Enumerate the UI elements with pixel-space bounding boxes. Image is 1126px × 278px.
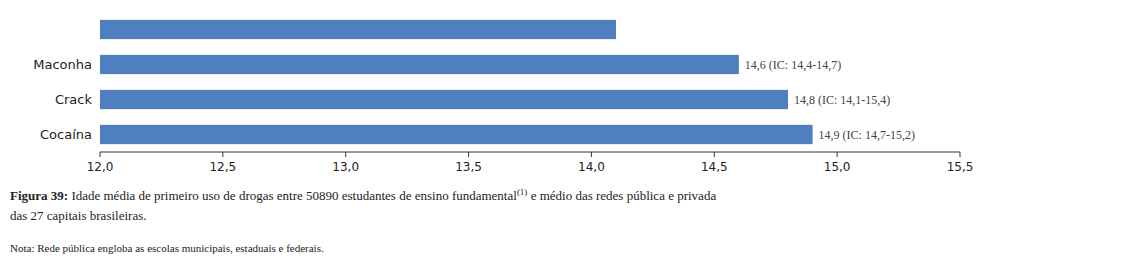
caption-part: Idade média de primeiro uso de drogas en… <box>68 188 517 203</box>
bars <box>100 20 813 144</box>
x-tick <box>714 152 715 157</box>
caption: Figura 39: Idade média de primeiro uso d… <box>10 187 716 203</box>
x-tick-label: 12,0 <box>87 160 114 174</box>
data-labels: 14,9 (IC: 14,7-15,2) 14,8 (IC: 14,1-15,4)… <box>745 58 915 142</box>
bar <box>100 125 813 144</box>
x-tick-label: 14,5 <box>701 160 728 174</box>
data-label: 14,8 (IC: 14,1-15,4) <box>794 93 890 107</box>
x-tick-label: 15,5 <box>947 160 974 174</box>
x-tick <box>837 152 838 157</box>
x-tick-label: 13,0 <box>332 160 359 174</box>
category-label: Maconha <box>33 57 92 72</box>
category-label: Cocaína <box>40 127 92 142</box>
x-tick <box>591 152 592 157</box>
bar <box>100 90 788 109</box>
x-tick <box>345 152 346 157</box>
y-tick-labels: Cocaína Crack Maconha <box>33 57 92 142</box>
x-tick-label: 14,0 <box>578 160 605 174</box>
x-tick-label: 12,5 <box>209 160 236 174</box>
x-tick <box>222 152 223 157</box>
x-tick-label: 13,5 <box>455 160 482 174</box>
caption-part: Figura 39: <box>10 188 68 203</box>
bar <box>100 20 616 39</box>
note: Nota: Rede pública engloba as escolas mu… <box>10 242 324 254</box>
data-label: 14,9 (IC: 14,7-15,2) <box>819 128 915 142</box>
x-tick <box>960 152 961 157</box>
caption-part: (1) <box>517 187 528 197</box>
chart-svg: 12,012,513,013,514,014,515,015,5CocaínaC… <box>0 0 1126 278</box>
category-label: Crack <box>55 92 93 107</box>
x-axis-line <box>100 152 960 153</box>
data-label: 14,6 (IC: 14,4-14,7) <box>745 58 841 72</box>
caption-part: e médio das redes pública e privada <box>527 188 716 203</box>
chart-container: 12,012,513,013,514,014,515,015,5CocaínaC… <box>0 0 1126 278</box>
bar <box>100 55 739 74</box>
caption-line: das 27 capitais brasileiras. <box>10 208 146 223</box>
x-tick <box>100 152 101 157</box>
x-tick-label: 15,0 <box>824 160 851 174</box>
x-ticks: 12,0 12,5 13,0 13,5 14,0 14,5 15,0 15,5 <box>87 152 974 174</box>
x-tick <box>468 152 469 157</box>
